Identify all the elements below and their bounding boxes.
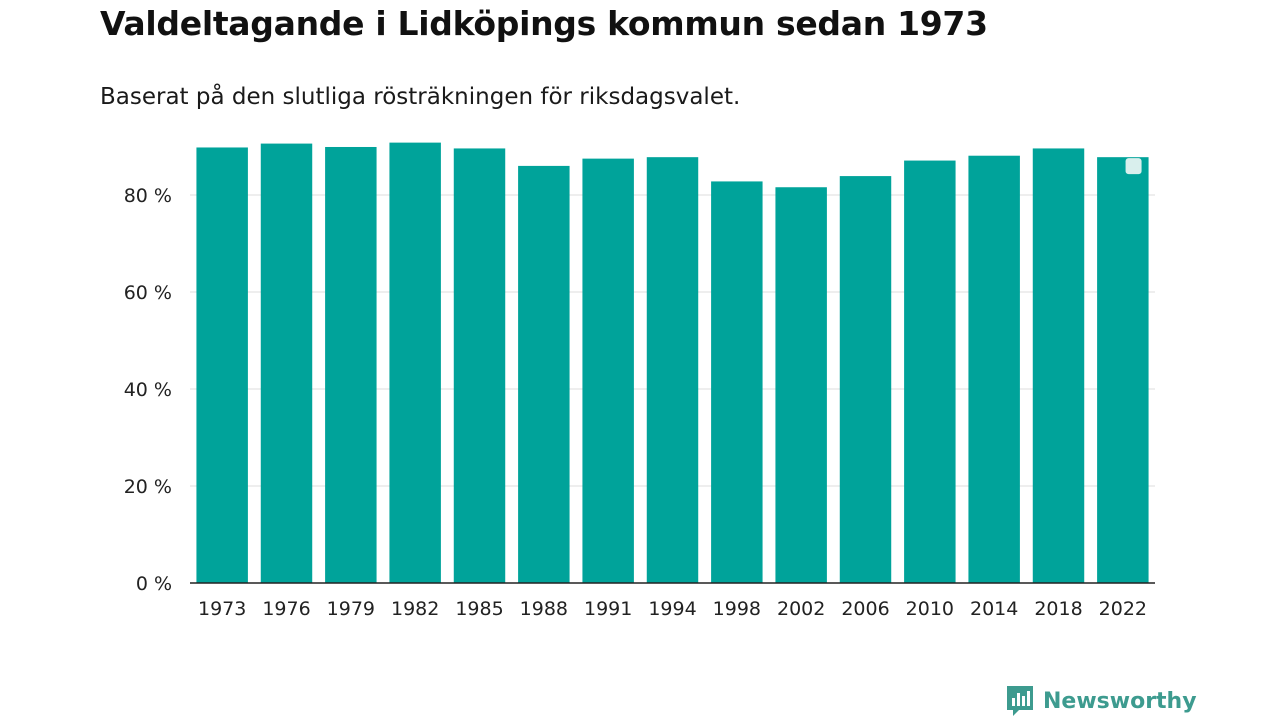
bar-1979[interactable] [325,146,377,584]
y-tick-label: 20 % [124,476,172,498]
x-tick-label: 1979 [327,598,375,620]
x-tick-label: 2018 [1034,598,1082,620]
selection-marker [1125,158,1142,175]
bar-1976[interactable] [260,143,313,583]
x-tick-labels: 1973 1976 1979 1982 1985 1988 1991 1994 1998 2002… [198,598,1147,620]
y-tick-labels: 0 % 20 % 40 % 60 % 80 % [124,185,172,595]
bars [196,142,1149,584]
x-tick-label: 1988 [520,598,568,620]
y-tick-label: 0 % [136,573,172,595]
x-tick-label: 2006 [841,598,889,620]
bar-1994[interactable] [646,157,699,584]
x-tick-label: 1976 [262,598,310,620]
x-tick-label: 1998 [713,598,761,620]
brand-name: Newsworthy [1043,688,1197,714]
x-tick-label: 2010 [906,598,954,620]
branding: Newsworthy [1005,684,1197,718]
x-tick-label: 1985 [455,598,503,620]
bar-1982[interactable] [389,142,441,583]
x-tick-label: 2002 [777,598,825,620]
bar-2006[interactable] [839,176,892,583]
bar-2022[interactable] [1097,157,1149,584]
x-tick-label: 1991 [584,598,632,620]
chart-subtitle: Baserat på den slutliga rösträkningen fö… [100,84,741,110]
bar-1973[interactable] [196,147,248,583]
bar-1998[interactable] [711,181,763,584]
y-tick-label: 60 % [124,282,172,304]
x-tick-label: 2022 [1099,598,1147,620]
bar-1985[interactable] [453,148,506,583]
x-tick-label: 2014 [970,598,1018,620]
bar-1991[interactable] [582,158,634,583]
bar-2014[interactable] [968,155,1020,583]
x-tick-label: 1973 [198,598,246,620]
bar-2018[interactable] [1032,148,1085,583]
y-tick-label: 40 % [124,379,172,401]
newsworthy-logo-icon [1007,686,1033,716]
x-tick-label: 1994 [648,598,696,620]
x-tick-label: 1982 [391,598,439,620]
chart-title: Valdeltagande i Lidköpings kommun sedan … [100,4,988,43]
bar-1988[interactable] [518,165,570,583]
bar-2010[interactable] [904,160,956,583]
bar-2002[interactable] [775,187,827,584]
y-tick-label: 80 % [124,185,172,207]
